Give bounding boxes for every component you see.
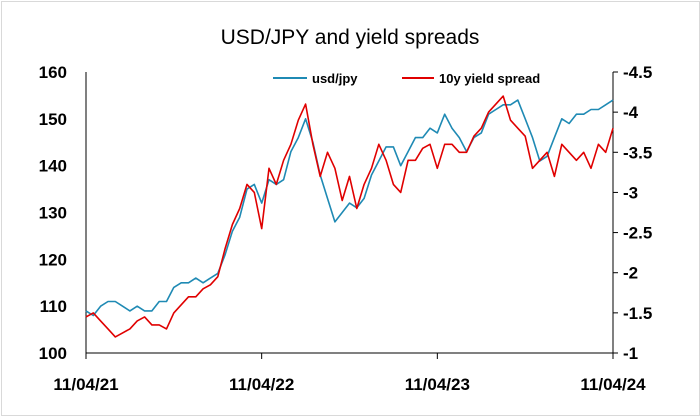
y-right-tick-label: -2 — [623, 264, 638, 283]
y-right-tick-label: -3 — [623, 183, 638, 202]
y-left-tick-label: 150 — [39, 110, 67, 129]
x-tick-label: 11/04/22 — [229, 375, 294, 394]
y-left-tick-label: 110 — [40, 297, 67, 316]
x-tick-label: 11/04/21 — [53, 375, 118, 394]
y-right-tick-label: -4.5 — [623, 63, 652, 82]
y-right-tick-label: -1.5 — [623, 304, 652, 323]
y-left-tick-label: 100 — [39, 344, 67, 363]
y-right-tick-label: -3.5 — [623, 143, 652, 162]
series-usdjpy-line — [85, 99, 614, 317]
y-right-tick-label: -2.5 — [623, 224, 652, 243]
y-left-tick-label: 130 — [39, 204, 67, 223]
y-left-tick-label: 120 — [39, 250, 67, 269]
y-right-tick-label: -1 — [623, 344, 638, 363]
legend-label: usd/jpy — [312, 71, 358, 86]
series-yield-spread-line — [85, 95, 614, 338]
chart-svg: USD/JPY and yield spreads 100 110 120 130 14… — [39, 26, 653, 394]
x-tick-label: 11/04/23 — [405, 375, 470, 394]
y-left-tick-label: 160 — [39, 63, 67, 82]
x-tick-label: 11/04/24 — [580, 375, 646, 394]
y-left-tick-label: 140 — [39, 157, 67, 176]
chart-axes: 100 110 120 130 140 150 160 -1 -1.5 -2 -2.5 -3 -3.5 -… — [39, 63, 653, 394]
series-layer — [85, 95, 614, 338]
legend-label: 10y yield spread — [439, 71, 540, 86]
legend: usd/jpy 10y yield spread — [273, 71, 540, 86]
chart-title: USD/JPY and yield spreads — [221, 26, 480, 49]
y-right-tick-label: -4 — [623, 103, 639, 122]
